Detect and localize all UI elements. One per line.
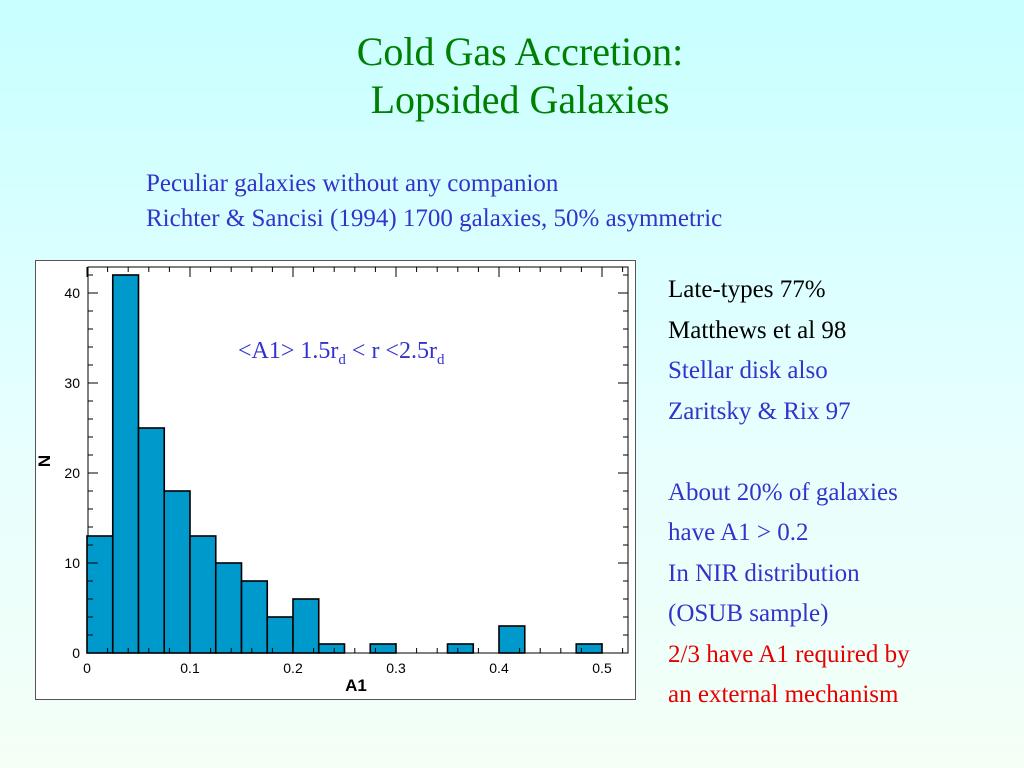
title-line-2: Lopsided Galaxies [370, 77, 670, 122]
note-line: Matthews et al 98 [668, 316, 847, 344]
histogram-chart: 0 0.1 0.2 0.3 0.4 0.5 0 10 20 30 40 A1 N [35, 260, 636, 700]
x-tick-label: 0.4 [489, 660, 509, 676]
annotation-middle: < r <2.5r [345, 338, 437, 364]
x-tick-label: 0.3 [386, 660, 406, 676]
histogram-bar [292, 598, 320, 654]
y-axis-label: N [36, 455, 54, 467]
histogram-bar [214, 562, 243, 654]
note-line: In NIR distribution [668, 559, 860, 587]
title-line-1: Cold Gas Accretion: [356, 29, 684, 74]
x-tick-label: 0.2 [283, 660, 303, 676]
note-line: 2/3 have A1 required by [668, 640, 910, 668]
plot-frame [87, 266, 629, 654]
histogram-bar [189, 535, 217, 654]
note-line: Stellar disk also [668, 357, 828, 384]
note-line: (OSUB sample) [668, 600, 829, 627]
y-tick-label: 40 [64, 285, 80, 301]
y-tick-label: 0 [72, 645, 80, 661]
histogram-bar [266, 616, 294, 654]
note-line: an external mechanism [668, 681, 899, 708]
histogram-bar [498, 625, 526, 654]
histogram-bar [575, 643, 603, 654]
histogram-bar [369, 643, 397, 654]
annotation-sub-2: d [436, 351, 445, 368]
histogram-bar [111, 274, 140, 654]
histogram-bar [446, 643, 475, 654]
x-tick-label: 0.5 [592, 660, 612, 676]
subtitle-line-1: Peculiar galaxies without any companion [146, 170, 559, 197]
y-tick-label: 30 [64, 375, 80, 391]
note-line: have A1 > 0.2 [668, 519, 809, 546]
annotation-sub-1: d [338, 351, 346, 368]
note-spacer [668, 432, 910, 473]
chart-annotation: <A1> 1.5rd < r <2.5rd [238, 336, 444, 375]
subtitle-line-2: Richter & Sancisi (1994) 1700 galaxies, … [146, 205, 723, 232]
histogram-bar [317, 643, 346, 654]
note-line: Late-types 77% [668, 276, 826, 303]
x-tick-label: 0 [83, 660, 91, 676]
y-tick-label: 20 [64, 465, 80, 481]
x-tick-label: 0.1 [180, 660, 200, 676]
histogram-bar [137, 427, 166, 654]
side-notes: Late-types 77% Matthews et al 98 Stellar d… [668, 270, 910, 716]
slide-title: Cold Gas Accretion: Lopsided Galaxies [0, 28, 1024, 124]
histogram-svg: 0 0.1 0.2 0.3 0.4 0.5 0 10 20 30 40 A1 N [36, 266, 629, 695]
histogram-bar [86, 535, 114, 654]
annotation-prefix: <A1> 1.5r [238, 338, 339, 364]
note-line: About 20% of galaxies [668, 478, 898, 506]
subtitle: Peculiar galaxies without any companion … [146, 166, 722, 236]
histogram-bar [163, 490, 191, 654]
y-tick-label: 10 [64, 555, 80, 571]
x-axis-label: A1 [345, 676, 367, 695]
note-line: Zaritsky & Rix 97 [668, 397, 851, 425]
histogram-bar [240, 580, 269, 654]
